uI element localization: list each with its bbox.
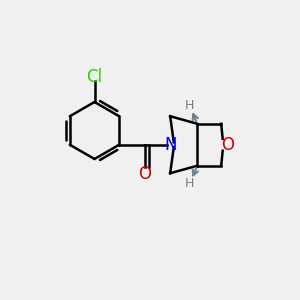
Text: O: O [221, 136, 234, 154]
Text: N: N [164, 136, 176, 154]
Text: H: H [185, 99, 194, 112]
Text: Cl: Cl [86, 68, 103, 85]
Text: O: O [138, 165, 151, 183]
Text: H: H [185, 177, 194, 190]
